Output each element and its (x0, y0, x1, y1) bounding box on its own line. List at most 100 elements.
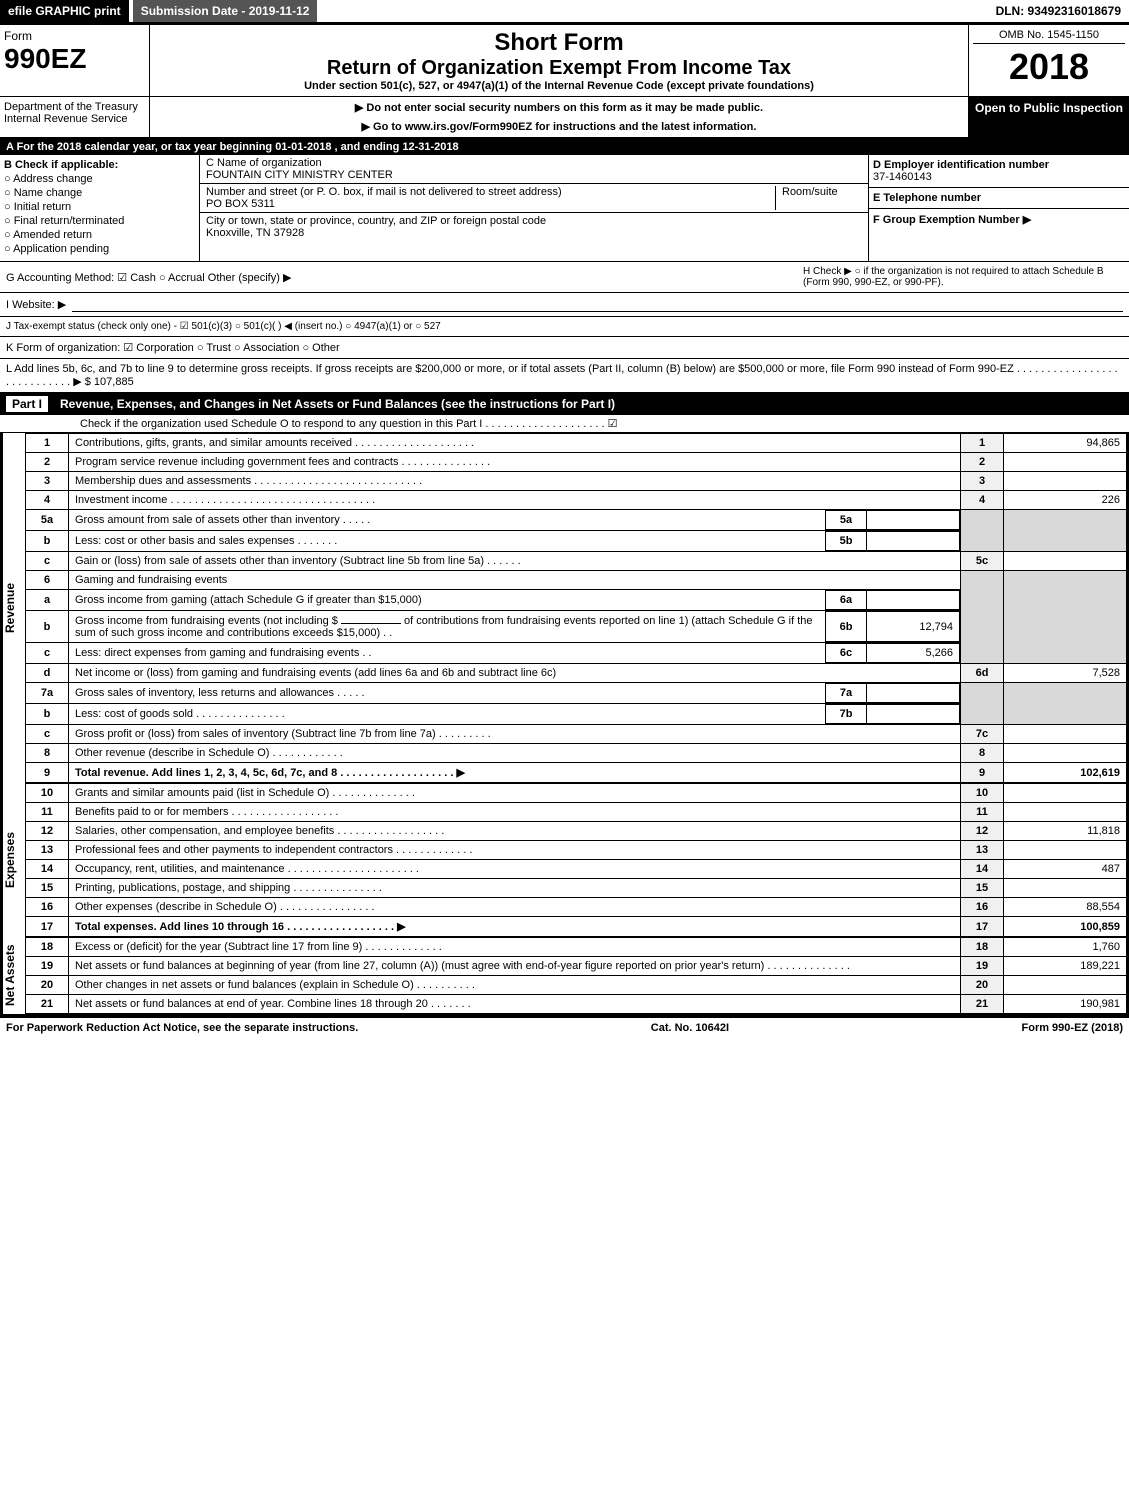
notice-link[interactable]: ▶ Go to www.irs.gov/Form990EZ for instru… (154, 120, 964, 133)
department-label: Department of the Treasury Internal Reve… (0, 97, 150, 139)
table-row: 7a Gross sales of inventory, less return… (26, 683, 1127, 704)
footer-left: For Paperwork Reduction Act Notice, see … (6, 1022, 358, 1034)
table-row: 6Gaming and fundraising events (26, 571, 1127, 590)
line-i-row: I Website: ▶ (0, 293, 1129, 317)
table-row: 19Net assets or fund balances at beginni… (26, 957, 1127, 976)
table-row: 12Salaries, other compensation, and empl… (26, 822, 1127, 841)
org-address: PO BOX 5311 (206, 198, 275, 210)
table-row: 16Other expenses (describe in Schedule O… (26, 898, 1127, 917)
footer-cat-no: Cat. No. 10642I (651, 1022, 729, 1034)
net-assets-side-label: Net Assets (2, 937, 25, 1014)
f-label: F Group Exemption Number ▶ (873, 214, 1031, 226)
section-b-checkboxes: B Check if applicable: ○ Address change … (0, 155, 200, 262)
short-form-title: Short Form (154, 29, 964, 57)
efile-print-button[interactable]: efile GRAPHIC print (0, 0, 129, 22)
table-row: 3Membership dues and assessments . . . .… (26, 472, 1127, 491)
line-g-h: G Accounting Method: ☑ Cash ○ Accrual Ot… (0, 262, 1129, 293)
revenue-section: Revenue 1Contributions, gifts, grants, a… (0, 433, 1129, 783)
right-info-cell: D Employer identification number 37-1460… (869, 155, 1129, 262)
org-name: FOUNTAIN CITY MINISTRY CENTER (206, 169, 393, 181)
check-application-pending[interactable]: ○ Application pending (4, 243, 195, 255)
subtitle: Under section 501(c), 527, or 4947(a)(1)… (154, 80, 964, 92)
section-a-tax-year: A For the 2018 calendar year, or tax yea… (0, 139, 1129, 155)
e-label: E Telephone number (873, 192, 981, 204)
table-row: 9Total revenue. Add lines 1, 2, 3, 4, 5c… (26, 763, 1127, 783)
org-city: Knoxville, TN 37928 (206, 227, 304, 239)
form-number: 990EZ (4, 43, 87, 74)
table-row: 20Other changes in net assets or fund ba… (26, 976, 1127, 995)
line-g: G Accounting Method: ☑ Cash ○ Accrual Ot… (6, 271, 291, 284)
phone-row: E Telephone number (869, 188, 1129, 209)
check-amended-return[interactable]: ○ Amended return (4, 229, 195, 241)
table-row: 10Grants and similar amounts paid (list … (26, 784, 1127, 803)
expenses-side-label: Expenses (2, 783, 25, 937)
submission-date-label: Submission Date - 2019-11-12 (133, 0, 318, 22)
table-row: dNet income or (loss) from gaming and fu… (26, 664, 1127, 683)
group-exemption-row: F Group Exemption Number ▶ (869, 209, 1129, 230)
website-input[interactable] (72, 297, 1123, 312)
info-grid: B Check if applicable: ○ Address change … (0, 155, 1129, 262)
part1-check-line: Check if the organization used Schedule … (0, 415, 1129, 433)
form-label-cell: Form 990EZ (0, 25, 150, 97)
part1-title: Revenue, Expenses, and Changes in Net As… (60, 397, 615, 411)
page-footer: For Paperwork Reduction Act Notice, see … (0, 1016, 1129, 1038)
table-row: 5a Gross amount from sale of assets othe… (26, 510, 1127, 531)
c-label: C Name of organization (206, 157, 322, 169)
net-assets-table: 18Excess or (deficit) for the year (Subt… (25, 937, 1127, 1014)
title-cell: Short Form Return of Organization Exempt… (150, 25, 969, 97)
ein-row: D Employer identification number 37-1460… (869, 155, 1129, 188)
check-address-change[interactable]: ○ Address change (4, 173, 195, 185)
section-b-label: B Check if applicable: (4, 159, 118, 171)
form-header: Form 990EZ Short Form Return of Organiza… (0, 23, 1129, 97)
revenue-side-label: Revenue (2, 433, 25, 783)
table-row: 4Investment income . . . . . . . . . . .… (26, 491, 1127, 510)
table-row: 15Printing, publications, postage, and s… (26, 879, 1127, 898)
table-row: 1Contributions, gifts, grants, and simil… (26, 434, 1127, 453)
dept-row: Department of the Treasury Internal Reve… (0, 97, 1129, 139)
revenue-table: 1Contributions, gifts, grants, and simil… (25, 433, 1127, 783)
table-row: 17Total expenses. Add lines 10 through 1… (26, 917, 1127, 937)
org-cell: C Name of organization FOUNTAIN CITY MIN… (200, 155, 869, 262)
dln-label: DLN: 93492316018679 (988, 0, 1129, 22)
open-to-public-box: Open to Public Inspection (969, 97, 1129, 139)
net-assets-section: Net Assets 18Excess or (deficit) for the… (0, 937, 1129, 1016)
line-j: J Tax-exempt status (check only one) - ☑… (0, 317, 1129, 337)
table-row: 13Professional fees and other payments t… (26, 841, 1127, 860)
line-i: I Website: ▶ (6, 298, 66, 311)
line-l: L Add lines 5b, 6c, and 7b to line 9 to … (0, 359, 1129, 393)
org-name-row: C Name of organization FOUNTAIN CITY MIN… (200, 155, 868, 184)
org-addr-row: Number and street (or P. O. box, if mail… (200, 184, 868, 213)
expenses-table: 10Grants and similar amounts paid (list … (25, 783, 1127, 937)
table-row: 8Other revenue (describe in Schedule O) … (26, 744, 1127, 763)
ein-value: 37-1460143 (873, 171, 932, 183)
room-label: Room/suite (782, 186, 838, 198)
part1-header: Part I Revenue, Expenses, and Changes in… (0, 393, 1129, 415)
table-row: 14Occupancy, rent, utilities, and mainte… (26, 860, 1127, 879)
top-bar: efile GRAPHIC print Submission Date - 20… (0, 0, 1129, 23)
return-title: Return of Organization Exempt From Incom… (154, 57, 964, 80)
table-row: cGain or (loss) from sale of assets othe… (26, 552, 1127, 571)
line-h: H Check ▶ ○ if the organization is not r… (803, 266, 1123, 288)
check-final-return[interactable]: ○ Final return/terminated (4, 215, 195, 227)
table-row: cGross profit or (loss) from sales of in… (26, 725, 1127, 744)
check-initial-return[interactable]: ○ Initial return (4, 201, 195, 213)
footer-form-ref: Form 990-EZ (2018) (1022, 1022, 1123, 1034)
year-cell: OMB No. 1545-1150 2018 (969, 25, 1129, 97)
line-k: K Form of organization: ☑ Corporation ○ … (0, 337, 1129, 359)
table-row: 11Benefits paid to or for members . . . … (26, 803, 1127, 822)
notice-public: ▶ Do not enter social security numbers o… (154, 101, 964, 114)
omb-number: OMB No. 1545-1150 (973, 29, 1125, 44)
tax-year: 2018 (1009, 46, 1089, 87)
notice-cell: ▶ Do not enter social security numbers o… (150, 97, 969, 139)
form-word: Form (4, 29, 32, 43)
d-label: D Employer identification number (873, 159, 1049, 171)
table-row: 18Excess or (deficit) for the year (Subt… (26, 938, 1127, 957)
addr-label: Number and street (or P. O. box, if mail… (206, 186, 562, 198)
org-city-row: City or town, state or province, country… (200, 213, 868, 241)
check-name-change[interactable]: ○ Name change (4, 187, 195, 199)
expenses-section: Expenses 10Grants and similar amounts pa… (0, 783, 1129, 937)
city-label: City or town, state or province, country… (206, 215, 546, 227)
table-row: 21Net assets or fund balances at end of … (26, 995, 1127, 1014)
part1-label: Part I (6, 396, 48, 412)
table-row: 2Program service revenue including gover… (26, 453, 1127, 472)
